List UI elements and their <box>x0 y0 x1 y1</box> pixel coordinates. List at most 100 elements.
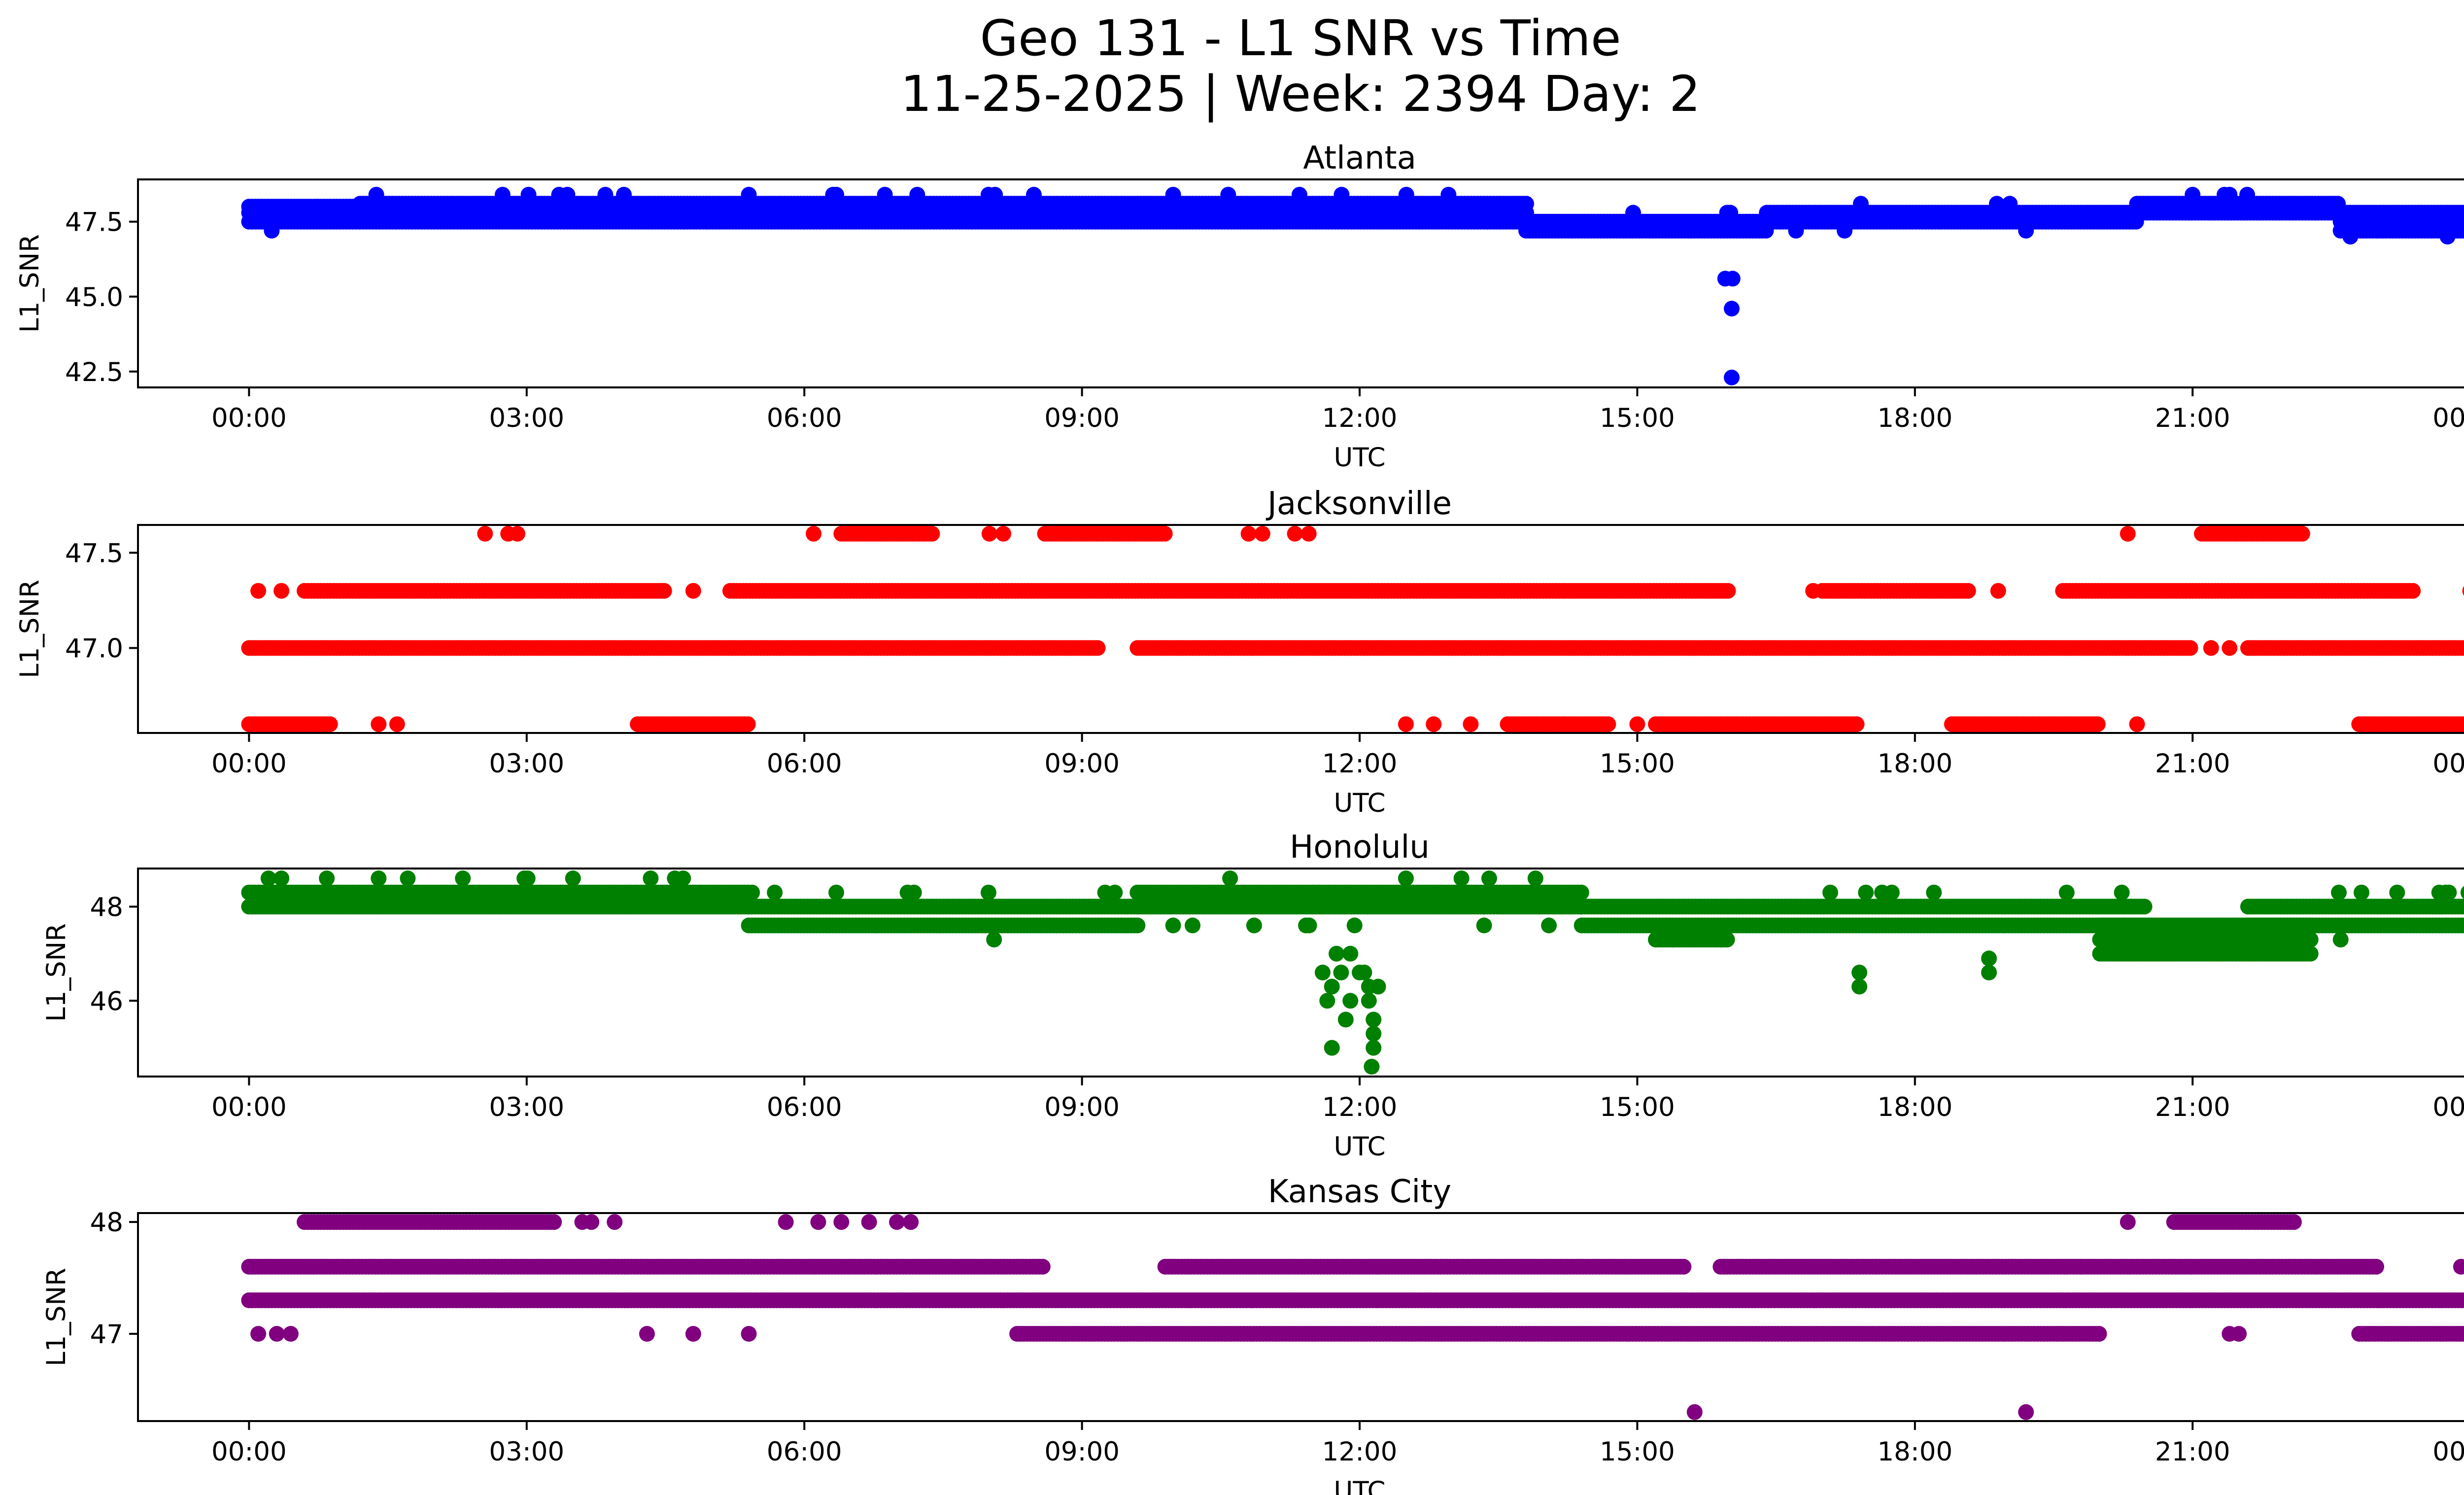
data-point <box>1129 917 1146 934</box>
data-point <box>1301 917 1317 934</box>
x-tick-label: 21:00 <box>2155 403 2230 433</box>
data-point <box>400 870 416 886</box>
data-point <box>2460 641 2464 655</box>
x-tick-label: 15:00 <box>1600 749 1675 779</box>
data-point <box>1541 917 1557 934</box>
x-tick-label: 06:00 <box>767 403 842 433</box>
scatter-points <box>241 187 2464 385</box>
data-point <box>274 870 290 886</box>
data-point <box>1291 187 1307 203</box>
y-tick-label: 42.5 <box>65 357 123 387</box>
data-point <box>2182 640 2198 656</box>
x-tick-label: 12:00 <box>1322 403 1398 433</box>
axes-frame <box>137 524 2464 734</box>
x-tick-label: 09:00 <box>1044 403 1120 433</box>
data-point <box>1157 525 1173 542</box>
data-point <box>1858 884 1874 901</box>
data-point <box>519 870 536 886</box>
data-point <box>2302 945 2319 962</box>
data-point <box>1300 525 1317 542</box>
data-point <box>1185 917 1200 934</box>
data-point <box>1724 369 1740 385</box>
data-point <box>643 870 659 886</box>
data-point <box>1090 640 1106 656</box>
data-point <box>1107 884 1123 901</box>
x-tick-label: 00:00 <box>2432 749 2464 779</box>
y-axis-label: L1_SNR <box>15 580 45 678</box>
data-point <box>1883 884 1900 901</box>
data-point <box>2114 884 2130 901</box>
data-point <box>455 870 471 886</box>
data-point <box>1476 917 1492 934</box>
x-tick-label: 00:00 <box>211 749 287 779</box>
chart-title: Geo 131 - L1 SNR vs Time <box>980 9 1621 67</box>
data-point <box>1960 583 1976 599</box>
data-point <box>2462 586 2464 596</box>
x-tick-label: 18:00 <box>1877 749 1952 779</box>
y-tick-label: 45.0 <box>65 282 123 313</box>
data-point <box>322 716 338 732</box>
data-point <box>2222 187 2238 203</box>
data-point <box>389 716 405 732</box>
data-point <box>980 884 996 901</box>
x-axis-label: UTC <box>1334 788 1385 818</box>
x-tick-label: 03:00 <box>489 403 564 433</box>
data-point <box>2222 640 2238 656</box>
data-point <box>806 525 821 542</box>
panel-title: Jacksonville <box>1266 486 1452 522</box>
data-point <box>995 525 1011 542</box>
x-tick-label: 00:00 <box>2432 403 2464 433</box>
data-point <box>1254 525 1270 542</box>
data-point <box>510 525 525 542</box>
data-point <box>1724 271 1741 287</box>
x-axis-label: UTC <box>1334 443 1385 473</box>
data-point <box>260 870 276 886</box>
data-point <box>250 583 267 599</box>
data-point <box>906 884 922 901</box>
data-point <box>828 884 844 901</box>
data-point <box>1805 583 1821 599</box>
data-point <box>1719 932 1735 948</box>
y-axis-label: L1_SNR <box>15 234 45 333</box>
data-point <box>2459 205 2464 220</box>
data-point <box>2136 899 2153 915</box>
panel-title: Atlanta <box>1303 140 1416 176</box>
data-point <box>1346 917 1363 934</box>
scatter-points <box>241 870 2464 1075</box>
data-point <box>1165 917 1181 934</box>
data-point <box>656 583 672 599</box>
data-point <box>2203 640 2219 656</box>
x-tick-label: 18:00 <box>1877 403 1952 433</box>
data-point <box>274 583 290 599</box>
data-point <box>2462 216 2464 227</box>
data-point <box>2058 884 2075 901</box>
data-point <box>2089 716 2106 732</box>
data-point <box>2462 208 2464 218</box>
data-point <box>2461 718 2464 730</box>
data-point <box>371 870 387 886</box>
data-point <box>1287 525 1303 542</box>
data-point <box>924 525 940 542</box>
data-point <box>1518 196 1534 212</box>
data-point <box>1398 716 1414 732</box>
data-point <box>2302 932 2319 948</box>
data-point <box>616 187 632 203</box>
data-point <box>685 583 701 599</box>
data-point <box>1822 884 1838 901</box>
x-tick-label: 12:00 <box>1322 749 1398 779</box>
data-point <box>1426 716 1442 732</box>
data-point <box>1600 716 1616 732</box>
x-tick-label: 06:00 <box>767 749 842 779</box>
data-point <box>1720 583 1736 599</box>
data-point <box>2129 716 2145 732</box>
data-point <box>2120 525 2136 542</box>
data-point <box>597 187 614 203</box>
data-point <box>2185 187 2201 203</box>
x-tick-label: 00:00 <box>211 403 287 433</box>
y-tick-label: 47.5 <box>65 538 123 568</box>
y-tick-label: 47.5 <box>65 208 123 238</box>
data-point <box>1926 884 1942 901</box>
data-point <box>740 716 756 732</box>
